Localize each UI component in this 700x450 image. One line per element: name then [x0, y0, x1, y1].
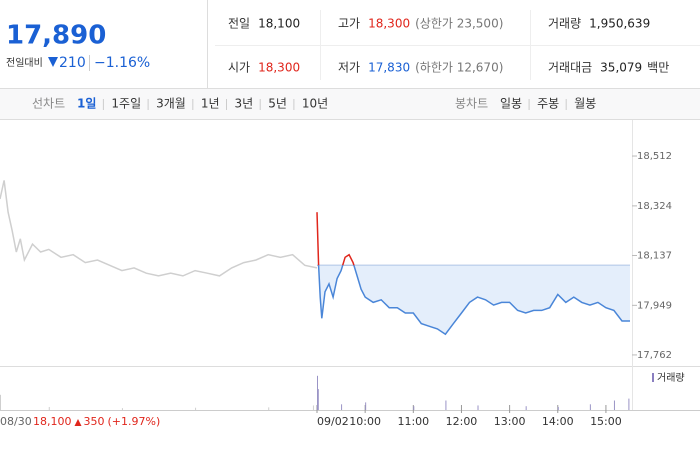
up-icon [74, 419, 82, 426]
x-tick-label: 14:00 [542, 415, 574, 428]
tab[interactable]: 1년 [201, 97, 220, 111]
tab[interactable]: 10년 [302, 97, 328, 111]
stat-label: 고가 [338, 17, 360, 31]
tab-group-label: 선차트 [32, 97, 65, 111]
stat-extra: (상한가 23,500) [415, 17, 503, 31]
tab[interactable]: 5년 [268, 97, 287, 111]
change-label: 전일대비 [6, 57, 43, 69]
volume-bar [525, 406, 527, 410]
tab[interactable]: 월봉 [574, 97, 596, 111]
volume-label: 거래량 [657, 372, 685, 384]
volume-bar [121, 408, 123, 410]
tabs: 1일 1주일 3개월 1년 3년 5년 10년 일봉 주봉 월봉 [77, 97, 596, 111]
tab-bar [0, 89, 700, 119]
y-tick-label: 18,137 [637, 250, 672, 261]
x-tick-label: 09/02 [317, 415, 349, 428]
y-tick-label: 18,512 [637, 151, 672, 162]
volume-bar [477, 405, 479, 410]
change-pct: −1.16% [94, 55, 150, 71]
volume-bar [628, 398, 630, 410]
stat-extra: (하한가 12,670) [415, 61, 503, 75]
stat-label: 거래대금 [548, 61, 592, 75]
price: 17,890 [6, 21, 106, 51]
tab-group-label: 봉차트 [455, 97, 488, 111]
stat-value: 18,300 [368, 17, 410, 31]
tab[interactable]: 주봉 [537, 97, 559, 111]
stat-label: 전일 [228, 17, 250, 31]
x-tick-label: 12:00 [446, 415, 478, 428]
stat-value: 1,950,639 [589, 17, 650, 31]
tab[interactable]: 3개월 [156, 97, 186, 111]
stat-value: 35,079 [600, 61, 642, 75]
tab[interactable]: 1일 [77, 97, 96, 111]
volume-bar [317, 375, 318, 410]
x-tick-label: 13:00 [494, 415, 526, 428]
prev-close: 18,100 [33, 415, 72, 428]
y-tick-label: 17,949 [637, 300, 672, 311]
change: 210 [59, 55, 86, 71]
prev-change: 350 [84, 415, 105, 428]
y-tick-label: 18,324 [637, 201, 672, 212]
down-icon [48, 57, 58, 67]
chart: 18,512 18,324 18,137 17,949 17,762 09/02 10:00… [0, 120, 700, 428]
x-tick-label: 15:00 [590, 415, 622, 428]
stat-label: 거래량 [548, 17, 581, 31]
legend-swatch [652, 373, 654, 382]
volume-bar [365, 402, 367, 410]
area [318, 265, 630, 335]
line [0, 180, 318, 277]
y-tick-label: 17,762 [637, 350, 672, 361]
volume-bar [48, 406, 50, 410]
stat-value: 17,830 [368, 61, 410, 75]
prev-date: 08/30 [0, 415, 32, 428]
x-tick-label: 11:00 [397, 415, 429, 428]
tab[interactable]: 일봉 [500, 97, 522, 111]
volume-bar [317, 389, 319, 410]
tab[interactable]: 1주일 [111, 97, 141, 111]
volume-bar [195, 407, 197, 410]
stat-value: 18,100 [258, 17, 300, 31]
volume-bar [557, 406, 559, 410]
prev-change-pct: (+1.97%) [108, 415, 161, 428]
stat-value: 18,300 [258, 61, 300, 75]
volume-bar [341, 404, 343, 410]
line [317, 265, 630, 336]
volume-bar [312, 405, 314, 410]
volume-bar [0, 394, 1, 410]
stat-label: 저가 [338, 61, 360, 75]
volume-bar [413, 406, 415, 410]
volume-bar [589, 404, 591, 410]
tab[interactable]: 3년 [235, 97, 254, 111]
stats: 전일 18,100 고가 18,300 (상한가 23,500) 거래량 1,950,639… [228, 17, 669, 75]
volume-bar [268, 407, 270, 410]
volume-bar [613, 400, 615, 410]
x-tick-label: 10:00 [349, 415, 381, 428]
stat-unit: 백만 [647, 61, 669, 75]
volume-bar [445, 400, 447, 410]
stat-label: 시가 [228, 61, 250, 75]
